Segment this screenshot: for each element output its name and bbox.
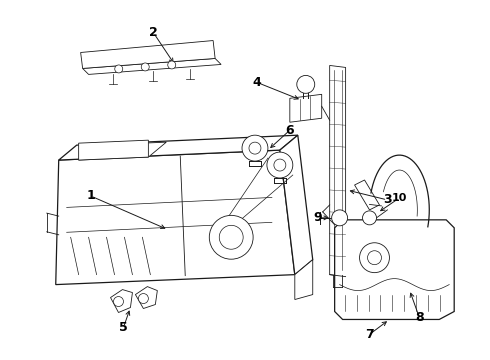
Circle shape (138, 293, 148, 303)
Polygon shape (330, 66, 345, 276)
Circle shape (274, 159, 286, 171)
Circle shape (249, 142, 261, 154)
Circle shape (368, 251, 382, 265)
Circle shape (332, 210, 347, 226)
Polygon shape (56, 150, 295, 285)
Polygon shape (335, 220, 454, 319)
Circle shape (267, 152, 293, 178)
Polygon shape (355, 180, 379, 210)
Text: 2: 2 (149, 26, 158, 39)
Polygon shape (78, 140, 148, 160)
Circle shape (360, 243, 390, 273)
Text: 9: 9 (314, 211, 322, 224)
Text: 10: 10 (392, 193, 407, 203)
Circle shape (209, 215, 253, 259)
Text: 7: 7 (365, 328, 374, 341)
Circle shape (168, 61, 176, 69)
Text: 5: 5 (119, 321, 128, 334)
Polygon shape (78, 142, 166, 160)
Circle shape (114, 297, 123, 306)
Circle shape (297, 75, 315, 93)
Text: 6: 6 (286, 124, 294, 137)
Text: 4: 4 (252, 76, 261, 89)
Polygon shape (135, 287, 157, 309)
Circle shape (242, 135, 268, 161)
Circle shape (219, 225, 243, 249)
Text: 3: 3 (383, 193, 392, 206)
Polygon shape (290, 94, 322, 122)
Polygon shape (295, 260, 313, 300)
Text: 1: 1 (86, 189, 95, 202)
Polygon shape (59, 135, 298, 160)
Polygon shape (111, 289, 132, 312)
Circle shape (363, 211, 376, 225)
Polygon shape (81, 41, 215, 68)
Text: 8: 8 (415, 311, 424, 324)
Polygon shape (280, 135, 313, 275)
Polygon shape (83, 58, 221, 75)
Circle shape (115, 65, 122, 73)
Circle shape (141, 63, 149, 71)
